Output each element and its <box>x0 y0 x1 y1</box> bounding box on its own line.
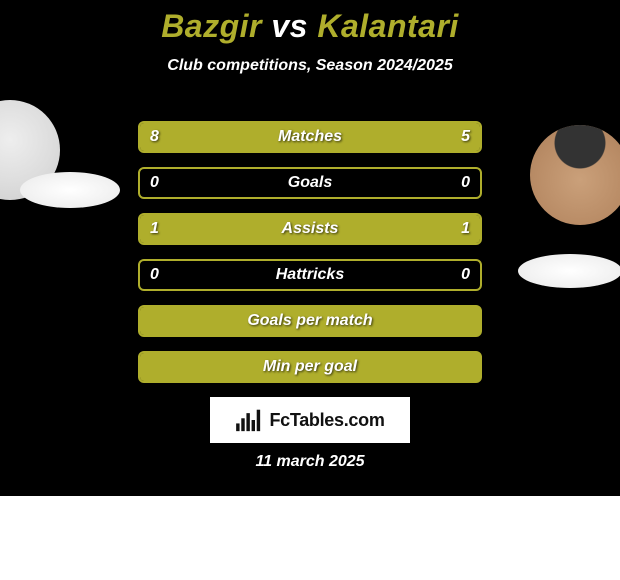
stat-row: Min per goal <box>138 351 482 383</box>
stat-label: Assists <box>282 220 339 238</box>
stat-value-left: 1 <box>150 220 159 238</box>
stat-row: 1 1 Assists <box>138 213 482 245</box>
player2-club-logo <box>518 254 620 288</box>
stat-label: Hattricks <box>276 266 344 284</box>
subtitle: Club competitions, Season 2024/2025 <box>0 57 620 75</box>
stat-label: Goals <box>288 174 332 192</box>
title: Bazgir vs Kalantari <box>0 0 620 45</box>
stat-value-left: 0 <box>150 174 159 192</box>
brand-icon <box>235 408 263 432</box>
stat-label: Goals per match <box>247 312 372 330</box>
player2-face <box>530 125 620 225</box>
stat-value-left: 8 <box>150 128 159 146</box>
stat-value-right: 0 <box>461 174 470 192</box>
stat-rows: 8 5 Matches 0 0 Goals 1 1 Assists 0 0 Hattricks Goal… <box>138 121 482 397</box>
stat-row: 0 0 Goals <box>138 167 482 199</box>
brand-text: FcTables.com <box>269 410 384 431</box>
player2-avatar <box>530 125 620 225</box>
player1-club-logo <box>20 172 120 208</box>
stat-value-right: 5 <box>461 128 470 146</box>
stat-row: Goals per match <box>138 305 482 337</box>
stat-row: 0 0 Hattricks <box>138 259 482 291</box>
brand-badge[interactable]: FcTables.com <box>210 397 410 443</box>
comparison-card: Bazgir vs Kalantari Club competitions, S… <box>0 0 620 496</box>
stat-row: 8 5 Matches <box>138 121 482 153</box>
date-text: 11 march 2025 <box>0 453 620 471</box>
stat-value-left: 0 <box>150 266 159 284</box>
player1-name: Bazgir <box>161 8 262 44</box>
vs-text: vs <box>271 8 308 44</box>
player2-name: Kalantari <box>317 8 458 44</box>
stat-value-right: 1 <box>461 220 470 238</box>
stat-value-right: 0 <box>461 266 470 284</box>
stat-label: Min per goal <box>263 358 357 376</box>
stat-label: Matches <box>278 128 342 146</box>
